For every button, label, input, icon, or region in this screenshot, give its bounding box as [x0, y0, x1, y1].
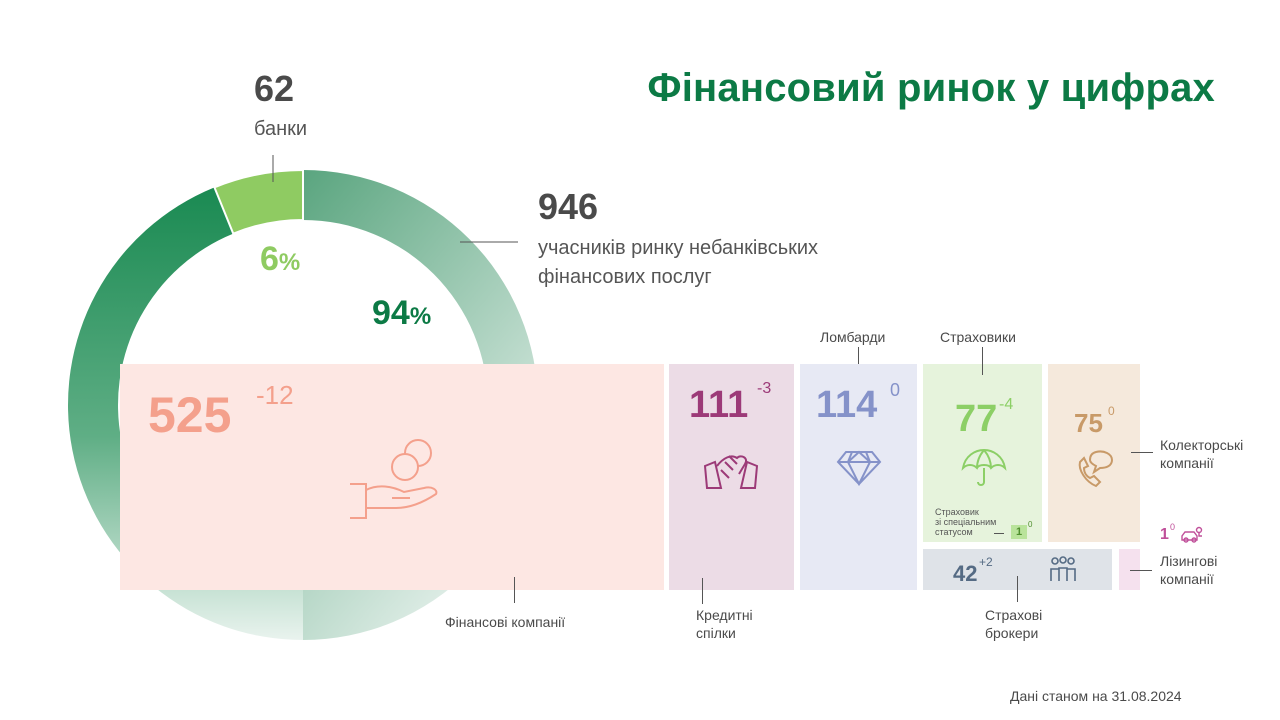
brokers-caption-line1: Страхові	[985, 607, 1043, 623]
nonbank-label: учасників ринку небанківських фінансових…	[538, 234, 818, 292]
collectors-caption-line2: компанії	[1160, 455, 1214, 471]
donut-segment-banks	[213, 168, 304, 235]
brokers-change: +2	[979, 555, 993, 569]
pawnshops-value: 114	[816, 384, 878, 426]
diamond-icon	[836, 450, 882, 486]
special-status-line1: Страховик	[935, 507, 979, 517]
brokers-caption-line2: брокери	[985, 625, 1039, 641]
leasing-value: 1	[1160, 526, 1169, 543]
leasing-caption-line1: Лізингові	[1160, 553, 1218, 569]
insurers-change: -4	[999, 396, 1014, 413]
leasing-leader-line	[1130, 570, 1152, 571]
collectors-value: 75	[1074, 408, 1103, 438]
umbrella-icon	[961, 448, 1007, 486]
finance-value: 525	[148, 387, 232, 443]
tile-finance-companies: 525 -12	[120, 364, 664, 590]
leasing-caption-line2: компанії	[1160, 571, 1214, 587]
special-status-value: 1	[1011, 525, 1027, 539]
brokers-value: 42	[953, 561, 978, 586]
nonbank-label-line2: фінансових послуг	[538, 266, 712, 288]
tile-insurers: 77 -4 Страховик зі спеціальним статусом …	[923, 364, 1042, 542]
finance-caption: Фінансові компанії	[445, 614, 566, 630]
tile-pawnshops: 114 0	[800, 364, 917, 590]
banks-count: 62	[254, 68, 295, 109]
data-date-note: Дані станом на 31.08.2024	[1010, 688, 1182, 704]
special-status-line2: зі спеціальним	[935, 517, 997, 527]
banks-label: банки	[254, 118, 308, 140]
special-status-line3: статусом	[935, 527, 973, 537]
insurers-value: 77	[955, 398, 998, 440]
collectors-caption: Колекторські компанії	[1160, 436, 1243, 472]
pawnshops-caption: Ломбарди	[820, 329, 886, 345]
collectors-change: 0	[1108, 404, 1115, 418]
credit-unions-caption: Кредитні спілки	[696, 606, 753, 642]
nonbank-percent-value: 94	[372, 294, 410, 332]
handshake-icon	[703, 455, 759, 489]
nonbank-percent: 94%	[372, 294, 431, 333]
car-key-icon	[1181, 526, 1203, 543]
tile-leasing	[1119, 549, 1140, 590]
leasing-change: 0	[1170, 522, 1176, 532]
finance-leader-line	[514, 577, 515, 603]
finance-change: -12	[256, 380, 294, 410]
special-status-label: Страховик зі спеціальним статусом	[935, 507, 996, 537]
nonbank-label-line1: учасників ринку небанківських	[538, 237, 819, 259]
special-status-change: 0	[1028, 520, 1033, 529]
banks-percent-sign: %	[278, 249, 301, 276]
banks-percent-value: 6	[260, 240, 279, 278]
coins-hand-icon	[350, 439, 438, 519]
pawnshops-leader-line	[858, 347, 859, 364]
credit-unions-caption-line1: Кредитні	[696, 607, 753, 623]
collectors-caption-line1: Колекторські	[1160, 437, 1244, 453]
tile-credit-unions: 111 -3	[669, 364, 794, 604]
credit-unions-leader-line	[702, 578, 703, 604]
page-title: Фінансовий ринок у цифрах	[647, 66, 1215, 110]
leasing-caption: Лізингові компанії	[1160, 552, 1217, 588]
insurers-caption: Страховики	[940, 329, 1016, 345]
collectors-leader-line	[1131, 452, 1153, 453]
insurers-leader-line	[982, 347, 983, 375]
brokers-leader-line	[1017, 576, 1018, 602]
pawnshops-change: 0	[890, 380, 901, 400]
people-group-icon	[1050, 556, 1076, 581]
nonbank-count: 946	[538, 186, 599, 227]
credit-unions-caption-line2: спілки	[696, 625, 736, 641]
banks-percent: 6%	[260, 240, 300, 279]
phone-chat-icon	[1078, 450, 1114, 488]
credit-unions-value: 111	[689, 384, 749, 426]
special-status-leader-line	[994, 533, 1004, 534]
tile-collectors: 75 0	[1048, 364, 1140, 542]
credit-unions-change: -3	[757, 380, 772, 397]
nonbank-percent-sign: %	[409, 303, 432, 330]
brokers-caption: Страхові брокери	[985, 606, 1042, 642]
